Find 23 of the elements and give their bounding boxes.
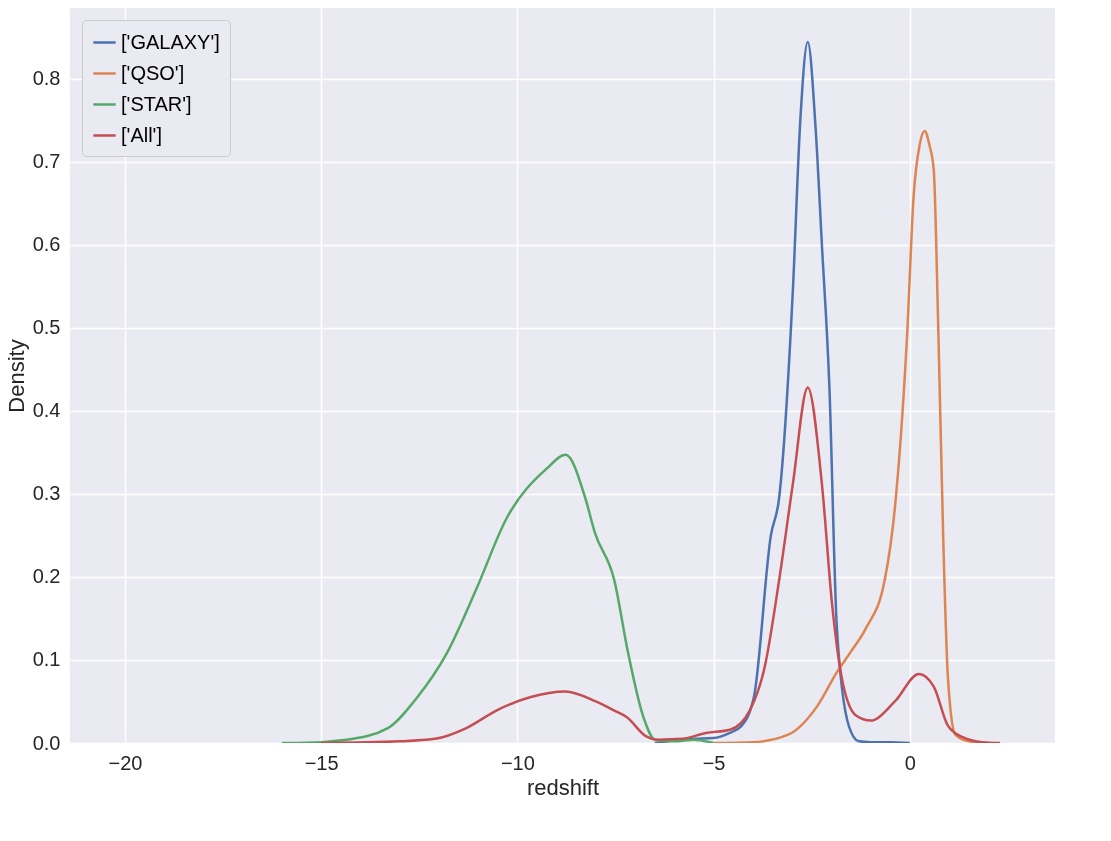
legend-label: ['STAR'] (121, 92, 192, 115)
legend-label: ['GALAXY'] (121, 30, 220, 53)
y-tick-label: 0.7 (32, 150, 61, 173)
x-tick-label: 0 (904, 751, 916, 774)
y-tick-label: 0.5 (32, 316, 61, 339)
y-tick-label: 0.6 (32, 233, 61, 256)
x-tick-label: −20 (108, 751, 143, 774)
legend-label: ['All'] (121, 123, 162, 146)
legend-label: ['QSO'] (121, 61, 185, 84)
line-series (319, 386, 1002, 743)
y-tick-label: 0.0 (32, 731, 61, 754)
x-axis-title: redshift (526, 774, 600, 800)
y-tick-label: 0.8 (32, 67, 61, 90)
y-tick-label: 0.3 (32, 482, 61, 505)
y-tick-label: 0.4 (32, 399, 61, 422)
y-tick-label: 0.1 (32, 648, 61, 671)
line-series (653, 40, 912, 743)
y-axis-title: Density (3, 339, 29, 413)
y-tick-label: 0.2 (32, 565, 61, 588)
x-tick-label: −10 (500, 751, 535, 774)
x-tick-label: −5 (702, 751, 726, 774)
x-tick-label: −15 (304, 751, 339, 774)
line-series (280, 453, 715, 743)
